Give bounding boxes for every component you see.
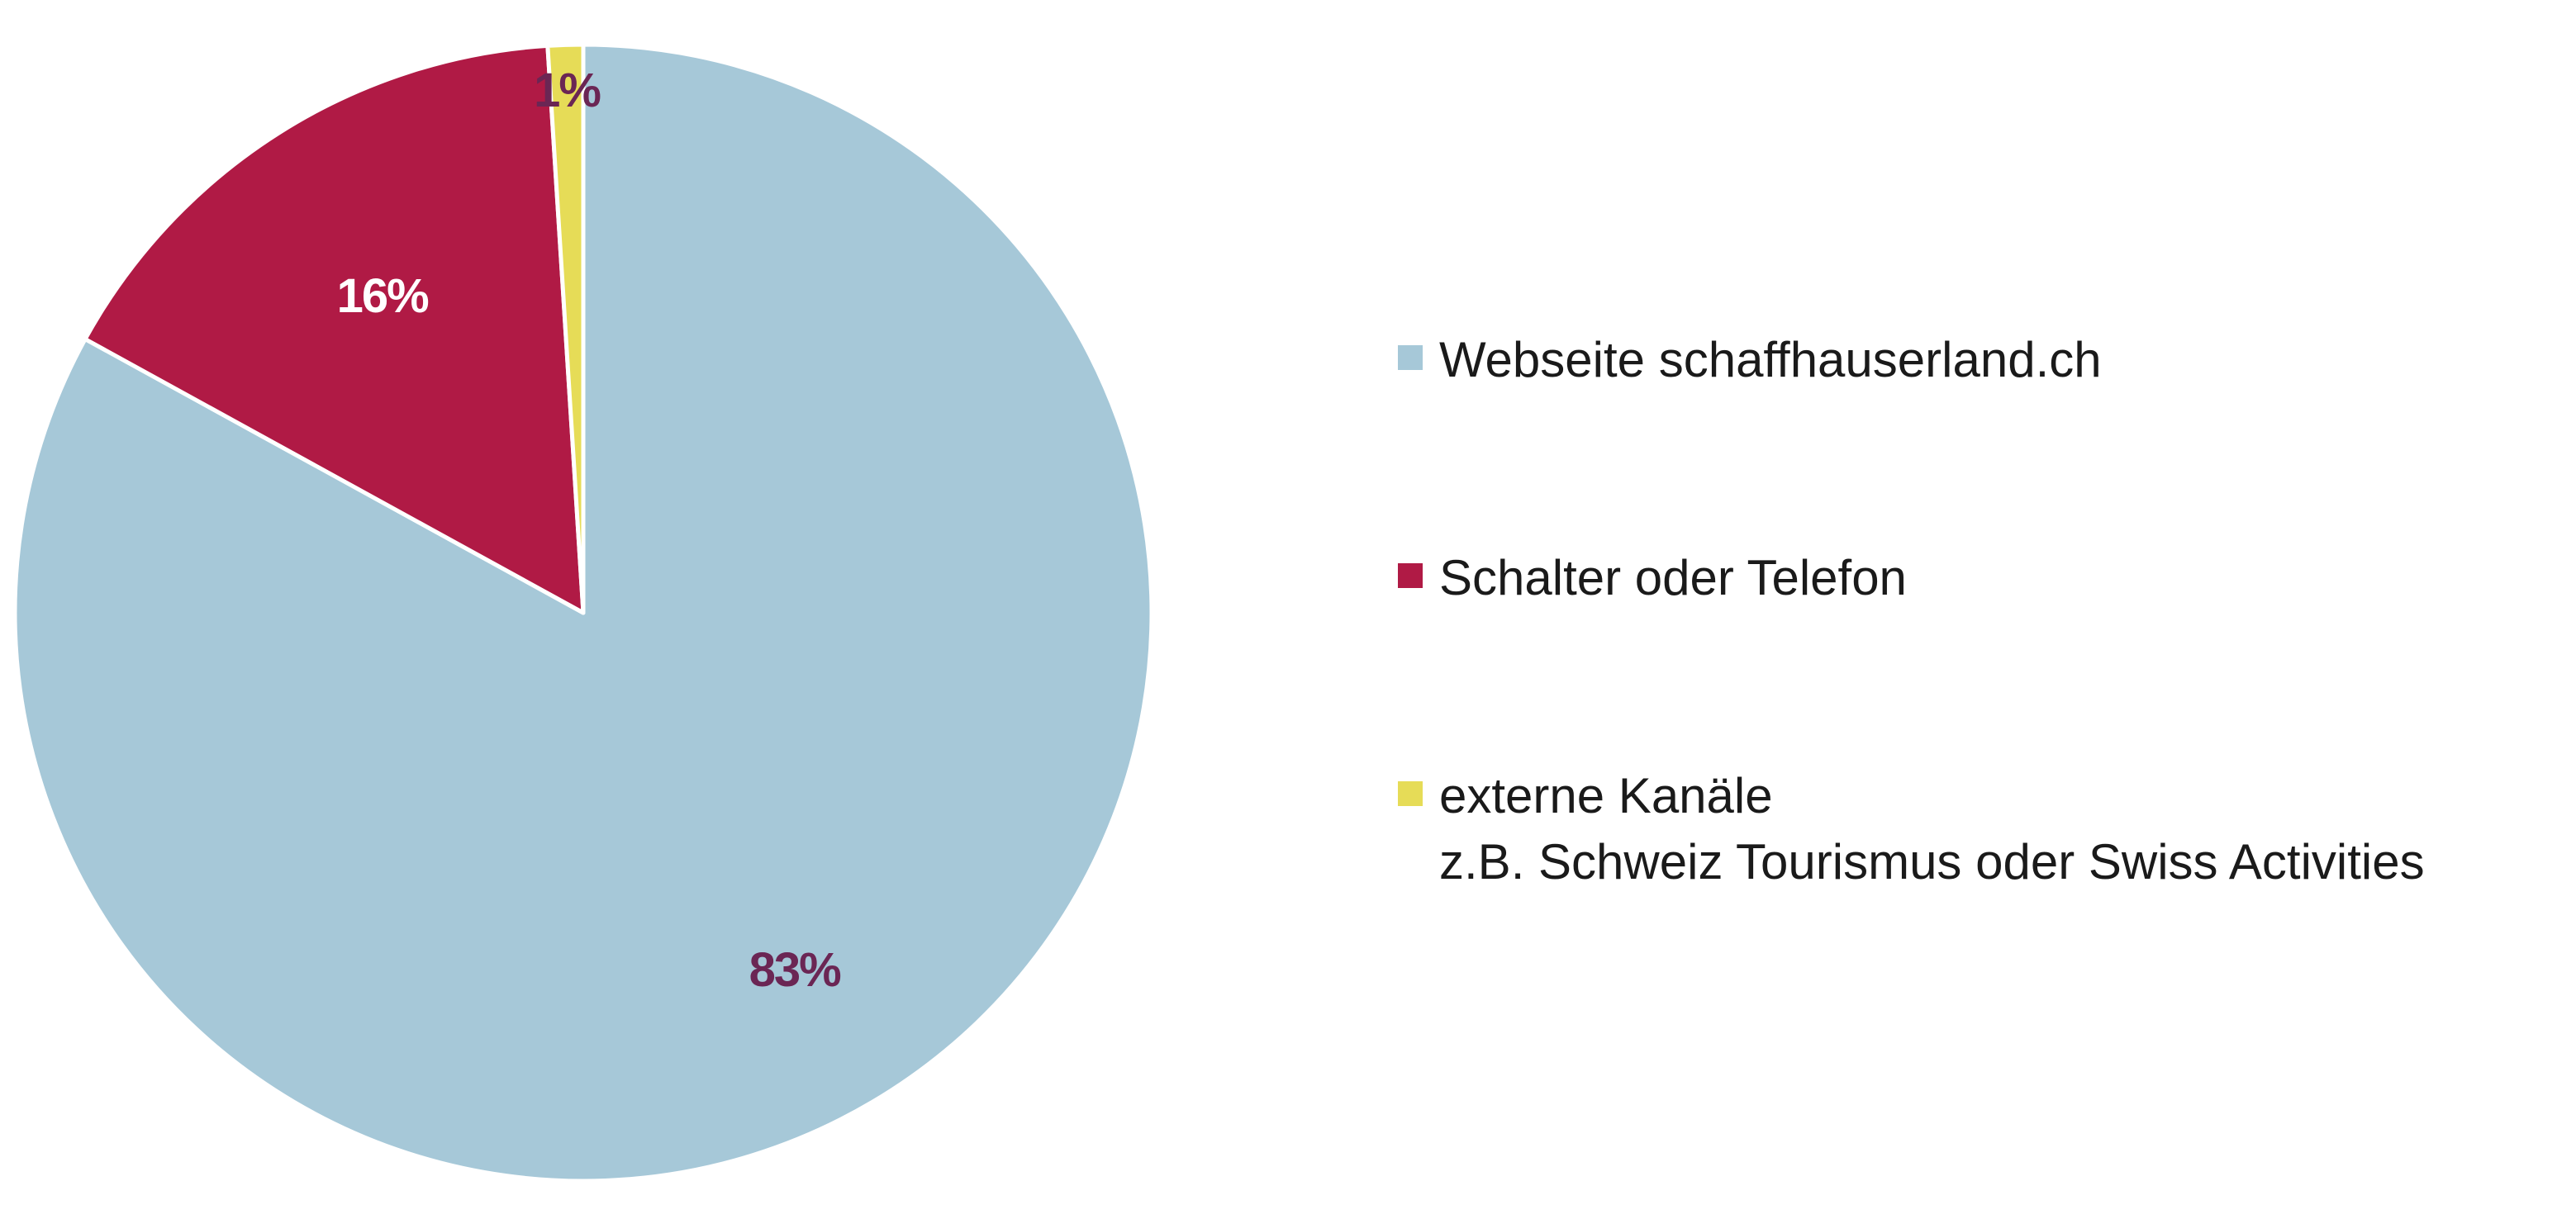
legend-item-externe-kanaele: externe Kanäle z.B. Schweiz Tourismus od… bbox=[1398, 763, 2425, 895]
legend-label-line: Schalter oder Telefon bbox=[1439, 550, 1907, 605]
legend-swatch-schalter bbox=[1398, 563, 1423, 588]
legend-label-line: Webseite schaffhauserland.ch bbox=[1439, 332, 2102, 387]
legend-label-line: z.B. Schweiz Tourismus oder Swiss Activi… bbox=[1439, 834, 2425, 889]
pie-chart-svg: 83% 16% 1% bbox=[12, 42, 1154, 1183]
slice-label-externe-kanaele: 1% bbox=[534, 64, 601, 117]
slice-label-schalter: 16% bbox=[337, 269, 430, 323]
pie-slices bbox=[12, 42, 1154, 1183]
legend-label-externe-kanaele: externe Kanäle z.B. Schweiz Tourismus od… bbox=[1439, 763, 2425, 895]
legend-swatch-externe-kanaele bbox=[1398, 781, 1423, 806]
legend-swatch-webseite bbox=[1398, 345, 1423, 370]
pie-slice-labels: 83% 16% 1% bbox=[337, 64, 844, 997]
legend-item-webseite: Webseite schaffhauserland.ch bbox=[1398, 327, 2102, 393]
slice-label-webseite: 83% bbox=[749, 943, 842, 997]
legend-item-schalter: Schalter oder Telefon bbox=[1398, 545, 1907, 611]
chart-legend: Webseite schaffhauserland.ch Schalter od… bbox=[1398, 0, 2571, 1219]
legend-label-webseite: Webseite schaffhauserland.ch bbox=[1439, 327, 2102, 393]
pie-slice-webseite bbox=[12, 42, 1154, 1183]
legend-label-schalter: Schalter oder Telefon bbox=[1439, 545, 1907, 611]
pie-slice-externe-kanaele bbox=[545, 42, 586, 615]
pie-slice-schalter bbox=[83, 43, 586, 615]
legend-label-line: externe Kanäle bbox=[1439, 768, 1773, 823]
